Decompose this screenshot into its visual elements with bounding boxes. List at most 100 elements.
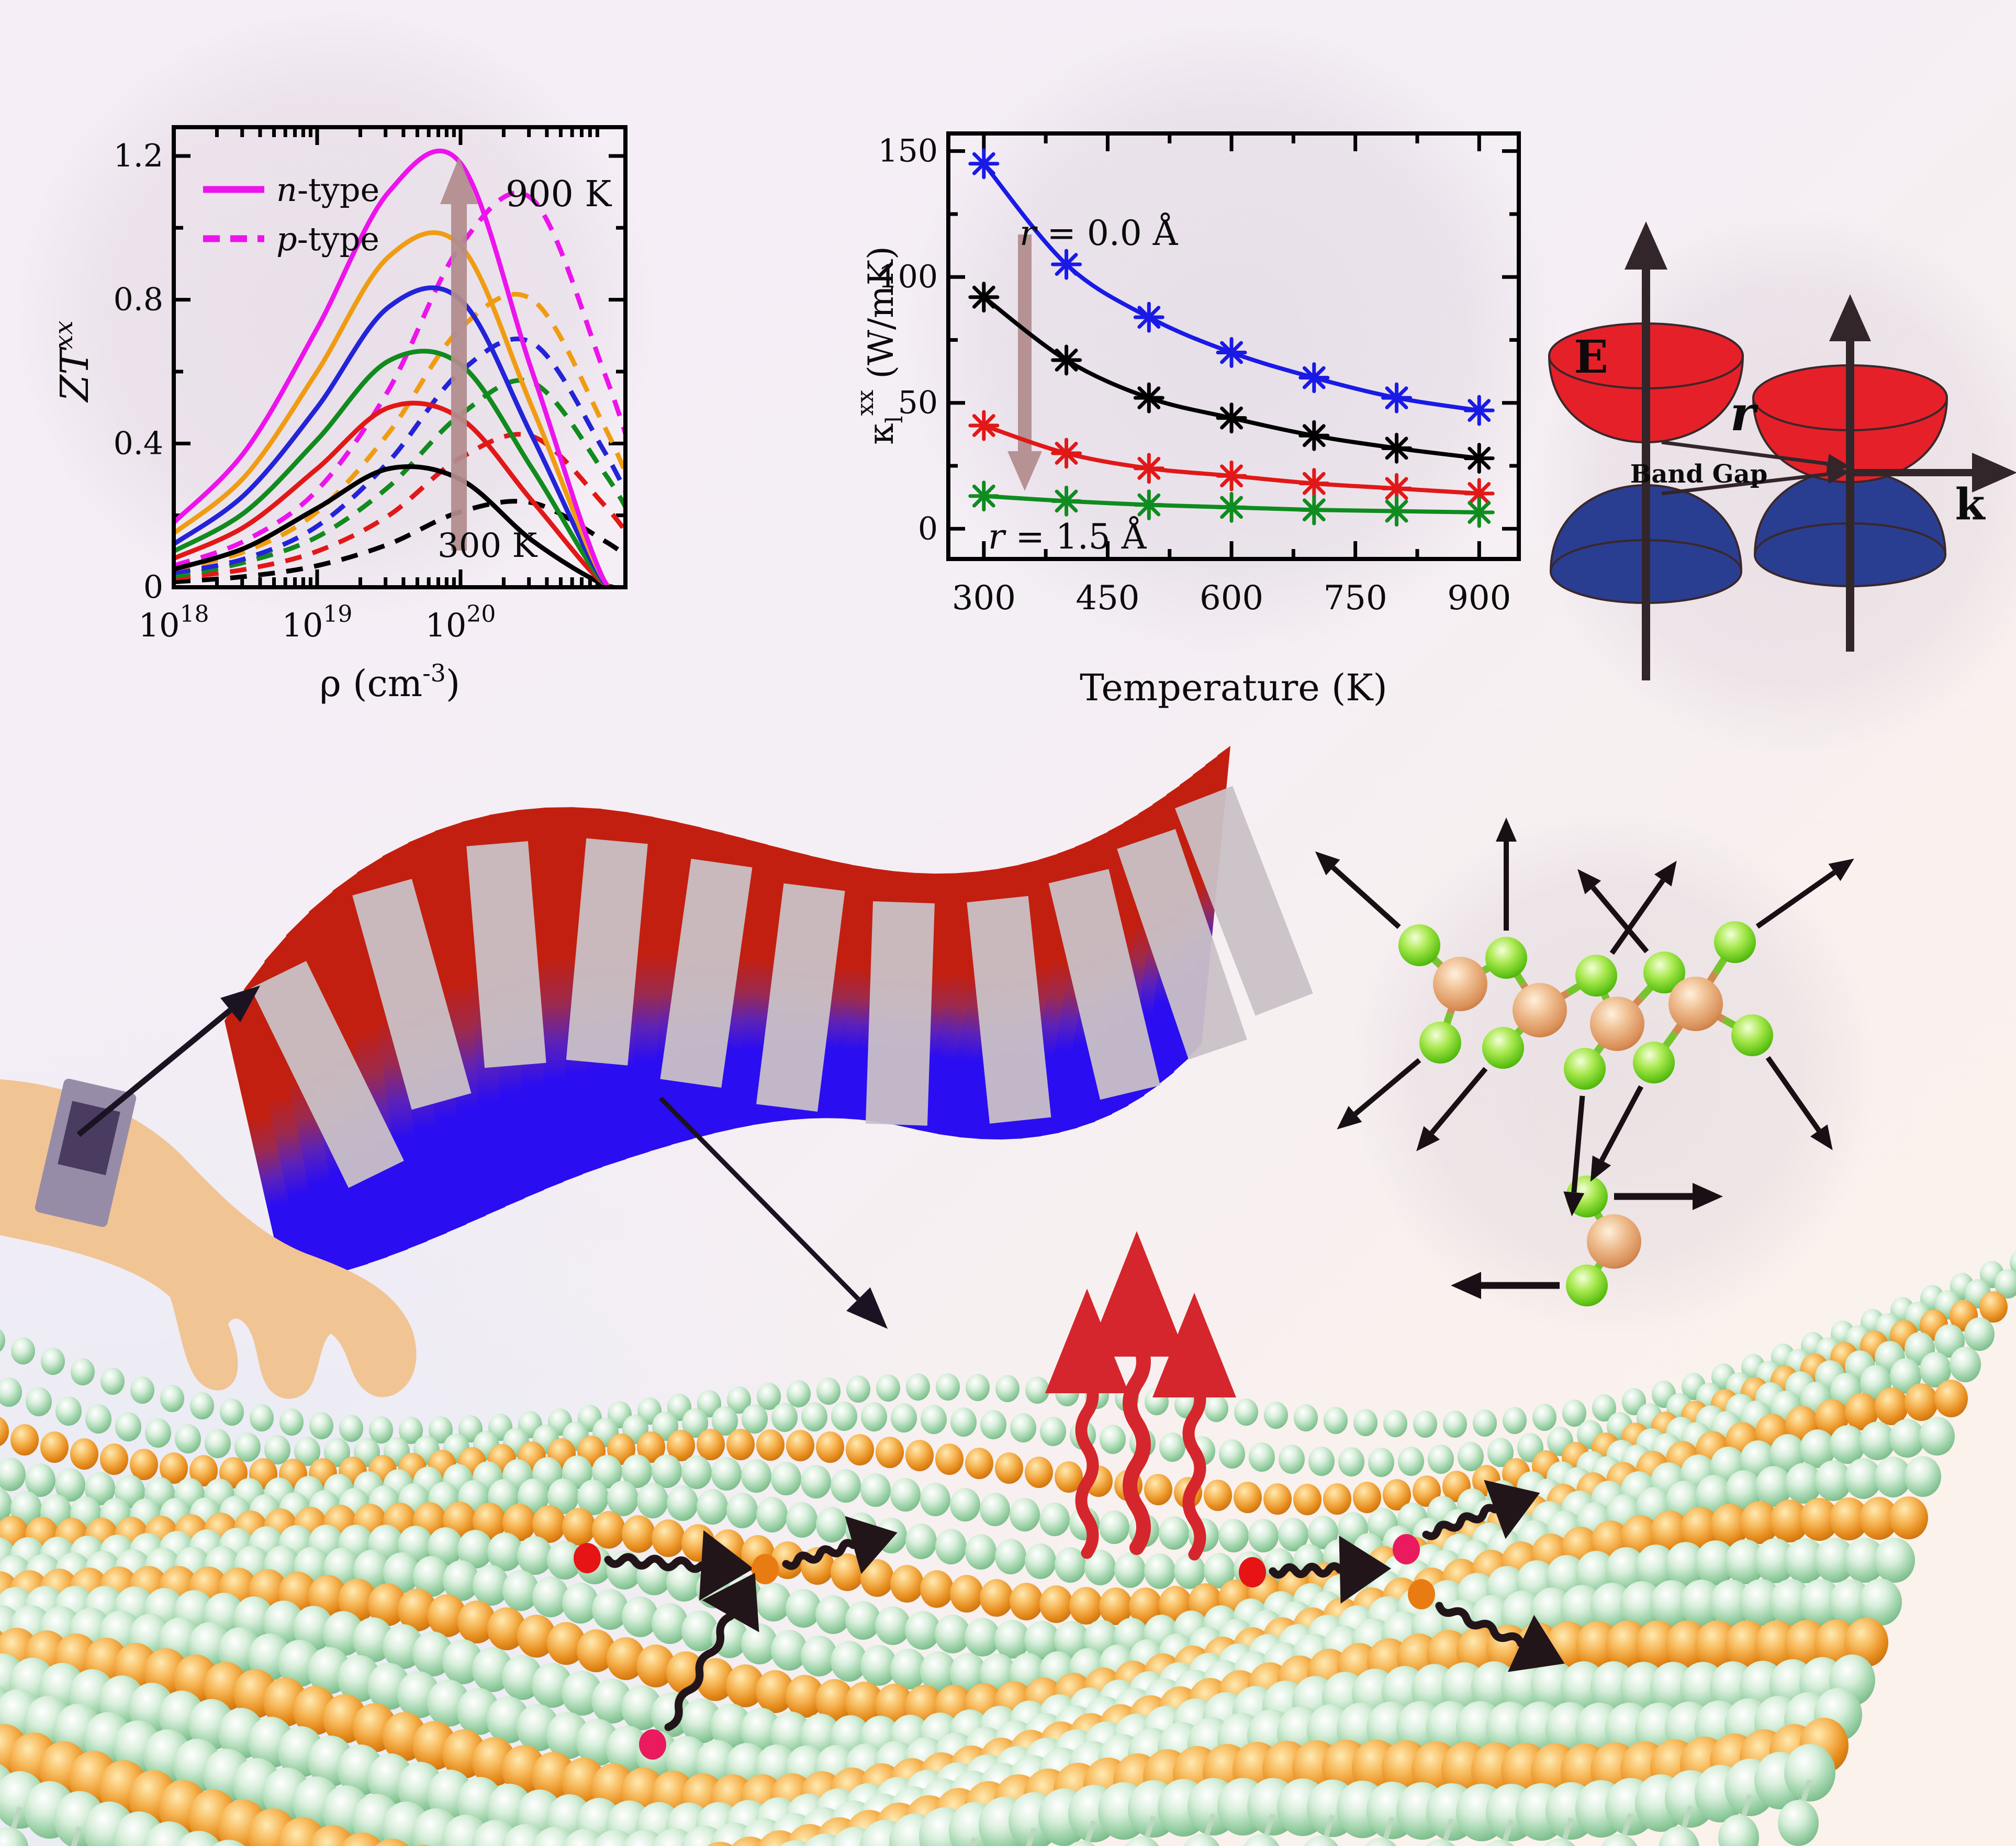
heat-arrow-tail	[1075, 1371, 1099, 1559]
zt-series-line	[174, 378, 625, 579]
lattice-atom	[995, 1539, 1026, 1574]
x-tick-label: 450	[1076, 579, 1139, 618]
lattice-atom	[980, 1579, 1013, 1617]
lattice-atom	[831, 1553, 864, 1591]
lattice-atom	[577, 1480, 609, 1515]
lattice-atom	[443, 1560, 479, 1601]
lattice-atom	[1562, 1400, 1586, 1427]
asterisk-marker	[1385, 437, 1408, 460]
lattice-atom	[1129, 1587, 1162, 1625]
lattice-bond	[1560, 1817, 1574, 1846]
asterisk-marker	[1468, 446, 1491, 470]
lattice-atom	[652, 1455, 682, 1488]
lattice-atom	[1651, 1511, 1689, 1553]
lattice-atom	[1473, 1409, 1497, 1437]
lattice-atom	[816, 1507, 847, 1542]
trend-arrow-head	[1007, 451, 1042, 491]
cation-atom	[1513, 983, 1567, 1037]
y-tick-label: 0.8	[114, 282, 163, 318]
lattice-atom	[1860, 1422, 1895, 1460]
lattice-atom	[1830, 1497, 1868, 1540]
ribbon-strip	[243, 961, 328, 1281]
lattice-atom	[458, 1415, 483, 1442]
lattice-atom	[1875, 1388, 1908, 1425]
lattice-atom	[1324, 1407, 1348, 1434]
lattice-atom	[1024, 1621, 1060, 1660]
lattice-atom	[696, 1658, 735, 1701]
displacement-arrow-head	[1563, 1191, 1585, 1216]
thermoelectric-leg	[1117, 829, 1247, 1060]
wrist-device-screen	[58, 1101, 120, 1176]
lattice-atom	[1040, 1417, 1066, 1446]
asterisk-marker	[1220, 406, 1243, 430]
lattice-atom	[1159, 1516, 1189, 1550]
zt-chart-legend: n-type p-type	[203, 171, 379, 258]
lattice-atom	[1800, 1498, 1839, 1541]
lattice-atom	[786, 1589, 821, 1628]
lattice-atom	[756, 1583, 791, 1621]
kappa-chart-y-label: κlxx (W/mK)	[852, 246, 908, 444]
lattice-atom	[294, 1437, 320, 1466]
leg-rect	[1048, 869, 1160, 1100]
lattice-atom	[622, 1515, 655, 1553]
lattice-atom	[100, 1444, 128, 1475]
leg-rect	[660, 858, 753, 1088]
lattice-atom	[532, 1576, 569, 1617]
lattice-atom	[338, 1579, 377, 1621]
lattice-atom	[742, 1404, 768, 1434]
trend-arrow-head	[440, 157, 478, 204]
lattice-atom	[741, 1624, 778, 1664]
lattice-atom	[1680, 1580, 1723, 1627]
x-tick-label: 1018	[139, 601, 209, 644]
lattice-atom	[11, 1337, 35, 1364]
panel-halo-zt-chart	[13, 8, 657, 620]
lattice-atom	[1039, 1585, 1073, 1623]
asterisk-marker	[1055, 349, 1078, 372]
lattice-atom	[160, 1452, 188, 1484]
ribbon-strip	[225, 989, 307, 1285]
lattice-atom	[1606, 1547, 1647, 1592]
lattice-atom	[1293, 1484, 1321, 1515]
legend-label: p-type	[276, 220, 379, 258]
lattice-atom	[697, 1429, 725, 1460]
lattice-atom	[399, 1417, 423, 1444]
leg-rect	[466, 841, 546, 1068]
lattice-atom-dangling	[1183, 1834, 1220, 1846]
lattice-atom	[905, 1611, 940, 1650]
lattice-atom	[1755, 1538, 1796, 1583]
lattice-atom	[100, 1368, 125, 1395]
lattice-atom	[0, 1458, 26, 1491]
asterisk-marker	[972, 414, 995, 437]
lattice-atom	[383, 1552, 420, 1593]
lattice-atom	[1919, 1417, 1955, 1456]
lattice-atom	[756, 1497, 788, 1532]
lattice-atom	[55, 1468, 85, 1502]
lattice-atom	[341, 1832, 384, 1846]
lattice-atom	[1769, 1579, 1812, 1626]
lattice-bond	[1440, 1818, 1454, 1846]
lattice-atom	[25, 1463, 55, 1497]
lattice-atom	[1889, 1496, 1928, 1539]
lattice-atom	[636, 1644, 675, 1687]
lattice-atom	[1920, 1352, 1951, 1388]
lattice-atom-dangling	[1544, 1838, 1575, 1846]
lattice-atom	[1099, 1511, 1129, 1544]
lattice-atom	[741, 1459, 771, 1493]
lattice-atom	[428, 1594, 466, 1637]
lattice-atom	[1368, 1448, 1394, 1477]
y-tick-label: 0	[918, 510, 938, 547]
lattice-atom	[1010, 1583, 1043, 1620]
lattice-atom	[0, 1487, 12, 1523]
lattice-atom	[190, 1392, 214, 1419]
lattice-atom	[592, 1511, 625, 1549]
lattice-atom	[55, 1396, 82, 1426]
cation-atom	[1668, 977, 1723, 1031]
anion-atom	[1419, 1022, 1461, 1064]
lattice-atom	[965, 1534, 996, 1570]
lattice-atom	[1144, 1474, 1172, 1505]
phonon-dot	[1408, 1579, 1435, 1609]
lattice-atom	[1859, 1579, 1902, 1626]
zt-series-line	[174, 499, 625, 585]
lattice-atom	[532, 1505, 566, 1543]
lattice-atom	[1710, 1504, 1749, 1547]
